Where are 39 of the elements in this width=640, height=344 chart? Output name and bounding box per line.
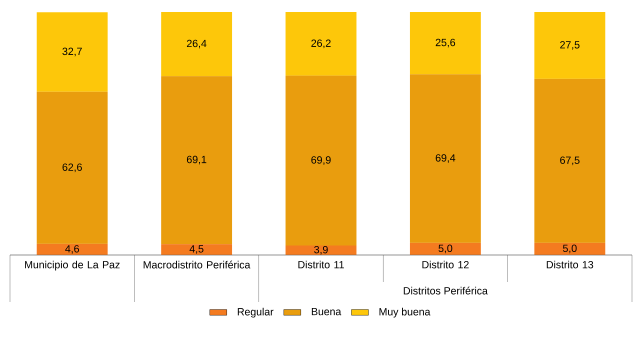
data-label: 67,5 bbox=[560, 156, 580, 166]
x-tick-label: Distrito 13 bbox=[546, 260, 594, 268]
data-label: 27,5 bbox=[560, 41, 580, 50]
bar bbox=[286, 76, 356, 246]
data-label: 4,6 bbox=[65, 245, 80, 254]
bar bbox=[161, 244, 232, 255]
data-label: 4,5 bbox=[190, 245, 204, 254]
bar bbox=[161, 12, 232, 76]
legend-label: Buena bbox=[312, 308, 342, 316]
bar bbox=[36, 92, 108, 244]
bar bbox=[534, 12, 606, 79]
bar bbox=[410, 12, 481, 74]
data-label: 62,6 bbox=[62, 163, 82, 172]
bar bbox=[534, 242, 606, 255]
data-label: 69,9 bbox=[311, 156, 331, 165]
bar bbox=[286, 246, 356, 255]
data-label: 32,7 bbox=[62, 48, 82, 56]
data-label: 25,6 bbox=[436, 38, 456, 48]
data-label: 26,4 bbox=[186, 40, 206, 48]
data-label: 3,9 bbox=[314, 246, 328, 255]
text: Distritos Periférica bbox=[404, 286, 488, 294]
x-tick-label: Distrito 12 bbox=[422, 260, 469, 268]
legend-label: Regular bbox=[238, 308, 274, 318]
x-tick-label: Macrodistrito Periférica bbox=[144, 260, 250, 268]
bar bbox=[410, 242, 481, 255]
data-label: 5,0 bbox=[438, 244, 452, 254]
x-tick-label: Distrito 11 bbox=[298, 260, 344, 268]
data-label: 69,4 bbox=[436, 154, 456, 163]
bar bbox=[534, 78, 606, 243]
bar bbox=[410, 74, 481, 243]
data-label: 26,2 bbox=[311, 40, 331, 48]
x-tick-label: Municipio de La Paz bbox=[25, 260, 120, 270]
bar bbox=[36, 12, 108, 92]
data-label: 69,1 bbox=[186, 156, 206, 164]
bar bbox=[36, 244, 108, 255]
data-label: 5,0 bbox=[562, 244, 577, 254]
bar bbox=[161, 76, 232, 244]
bar bbox=[286, 12, 356, 76]
legend-label: Muy buena bbox=[380, 308, 430, 318]
